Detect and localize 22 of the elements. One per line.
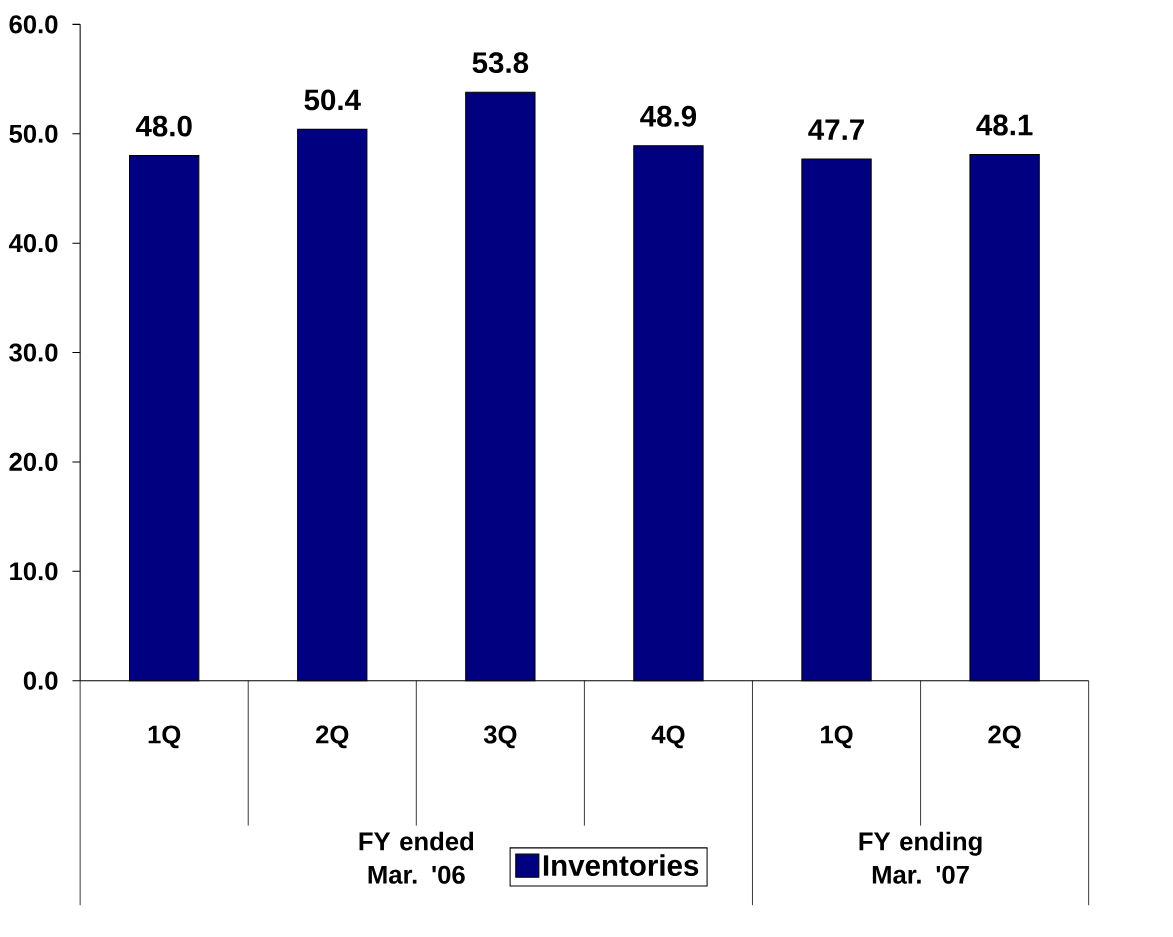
y-tick-label: 40.0 — [8, 234, 58, 253]
x-tick-label: 1Q — [148, 725, 181, 749]
legend-label: Inventories — [543, 854, 699, 877]
data-label: 48.1 — [976, 114, 1033, 136]
x-tick-label: 4Q — [651, 725, 685, 749]
x-tick-label: 2Q — [988, 725, 1021, 749]
y-tick-label: 30.0 — [9, 343, 58, 362]
y-tick-label: 10.0 — [10, 562, 58, 581]
data-label: 47.7 — [808, 119, 864, 141]
data-label: 53.8 — [472, 52, 529, 74]
y-tick-label: 20.0 — [9, 453, 58, 472]
text: FY ending Mar. '07 — [859, 831, 982, 884]
data-label: 50.4 — [304, 89, 361, 111]
x-tick-label: 1Q — [821, 725, 853, 749]
text: FY ended Mar. '06 — [359, 831, 474, 884]
data-label: 48.9 — [640, 105, 697, 127]
y-tick-label: 50.0 — [9, 124, 58, 143]
y-tick-label: 60.0 — [9, 15, 58, 34]
data-label: 48.0 — [135, 115, 192, 137]
x-tick-label: 3Q — [483, 725, 517, 749]
x-tick-label: 2Q — [316, 725, 349, 749]
y-tick-label: 0.0 — [23, 671, 58, 690]
